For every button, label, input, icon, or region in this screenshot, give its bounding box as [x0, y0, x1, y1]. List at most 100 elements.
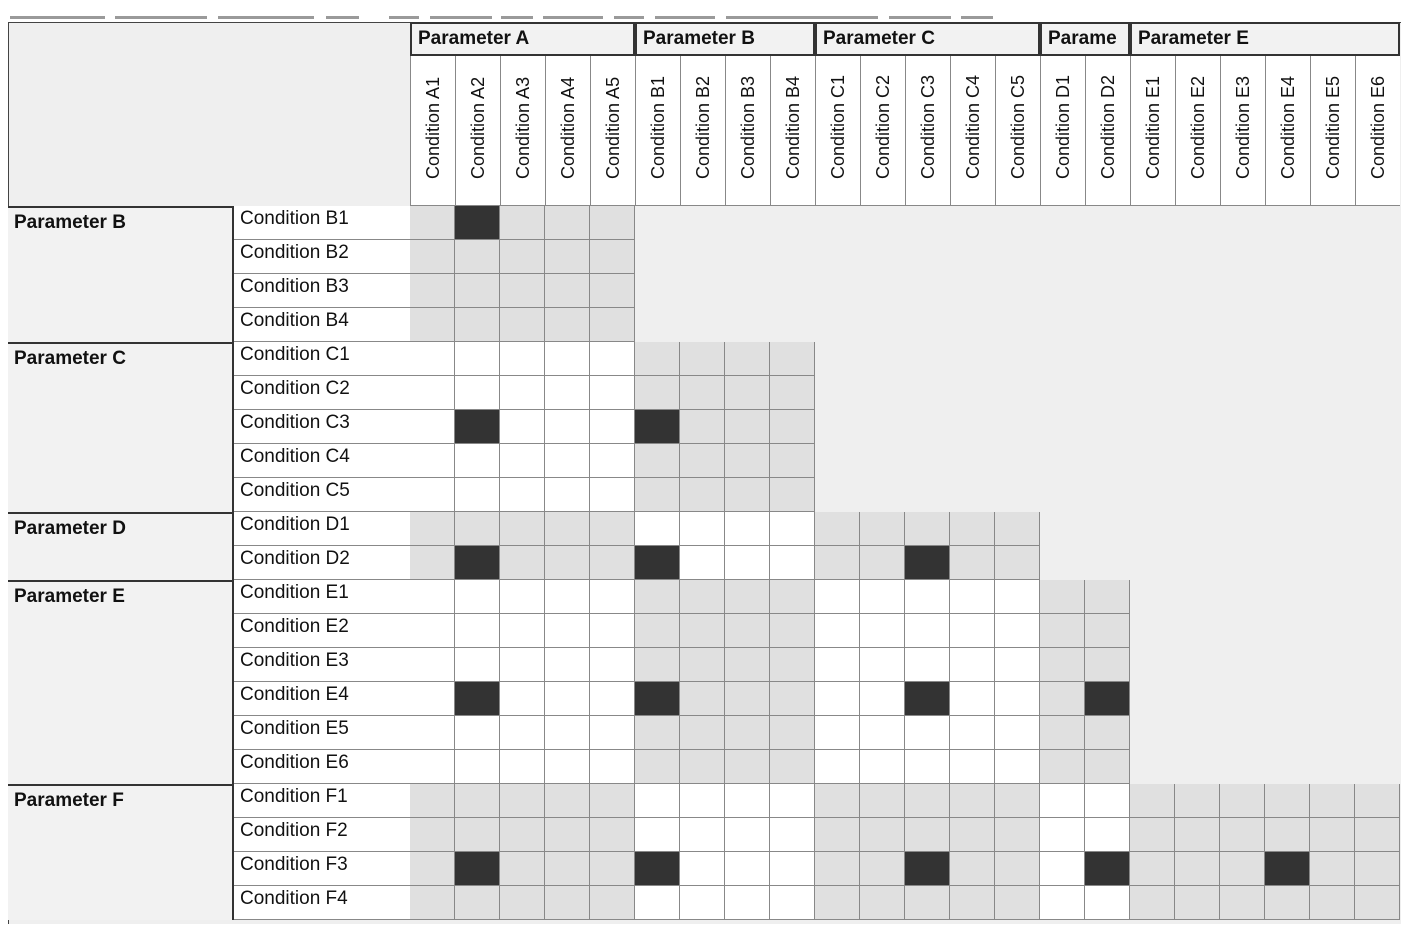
matrix-cell[interactable]: [635, 750, 680, 784]
matrix-cell[interactable]: [815, 546, 860, 580]
matrix-cell[interactable]: [410, 716, 455, 750]
matrix-cell[interactable]: [590, 512, 635, 546]
matrix-cell[interactable]: [680, 512, 725, 546]
matrix-cell[interactable]: [410, 240, 455, 274]
matrix-cell[interactable]: [905, 614, 950, 648]
matrix-cell[interactable]: [590, 716, 635, 750]
matrix-cell[interactable]: [815, 512, 860, 546]
matrix-cell[interactable]: [410, 580, 455, 614]
matrix-cell[interactable]: [590, 274, 635, 308]
matrix-cell[interactable]: [1130, 852, 1175, 886]
matrix-cell-selected[interactable]: [455, 546, 500, 580]
matrix-cell[interactable]: [545, 444, 590, 478]
matrix-cell[interactable]: [1085, 784, 1130, 818]
matrix-cell[interactable]: [635, 512, 680, 546]
matrix-cell[interactable]: [725, 376, 770, 410]
matrix-cell[interactable]: [1220, 784, 1265, 818]
matrix-cell[interactable]: [410, 818, 455, 852]
matrix-cell[interactable]: [590, 308, 635, 342]
matrix-cell-selected[interactable]: [1085, 682, 1130, 716]
matrix-cell[interactable]: [680, 342, 725, 376]
matrix-cell[interactable]: [590, 682, 635, 716]
matrix-cell[interactable]: [1040, 886, 1085, 920]
matrix-cell[interactable]: [680, 716, 725, 750]
matrix-cell[interactable]: [635, 614, 680, 648]
matrix-cell[interactable]: [1175, 784, 1220, 818]
matrix-cell[interactable]: [410, 648, 455, 682]
matrix-cell[interactable]: [410, 478, 455, 512]
matrix-cell[interactable]: [995, 784, 1040, 818]
matrix-cell[interactable]: [545, 886, 590, 920]
matrix-cell-selected[interactable]: [455, 852, 500, 886]
matrix-cell[interactable]: [995, 750, 1040, 784]
matrix-cell[interactable]: [500, 580, 545, 614]
matrix-cell[interactable]: [545, 750, 590, 784]
matrix-cell[interactable]: [590, 886, 635, 920]
matrix-cell[interactable]: [590, 410, 635, 444]
matrix-cell[interactable]: [635, 648, 680, 682]
matrix-cell[interactable]: [1040, 818, 1085, 852]
matrix-cell[interactable]: [860, 784, 905, 818]
matrix-cell[interactable]: [455, 750, 500, 784]
matrix-cell[interactable]: [455, 512, 500, 546]
matrix-cell[interactable]: [545, 478, 590, 512]
matrix-cell[interactable]: [410, 274, 455, 308]
matrix-cell[interactable]: [860, 614, 905, 648]
matrix-cell-selected[interactable]: [635, 852, 680, 886]
matrix-cell[interactable]: [770, 648, 815, 682]
matrix-cell[interactable]: [725, 580, 770, 614]
matrix-cell[interactable]: [680, 546, 725, 580]
matrix-cell[interactable]: [545, 818, 590, 852]
matrix-cell[interactable]: [410, 682, 455, 716]
matrix-cell[interactable]: [635, 478, 680, 512]
matrix-cell[interactable]: [860, 750, 905, 784]
matrix-cell[interactable]: [455, 716, 500, 750]
matrix-cell[interactable]: [815, 614, 860, 648]
matrix-cell[interactable]: [995, 512, 1040, 546]
matrix-cell[interactable]: [590, 206, 635, 240]
matrix-cell[interactable]: [1040, 682, 1085, 716]
matrix-cell-selected[interactable]: [455, 206, 500, 240]
matrix-cell[interactable]: [995, 886, 1040, 920]
matrix-cell[interactable]: [995, 682, 1040, 716]
matrix-cell-selected[interactable]: [635, 682, 680, 716]
matrix-cell[interactable]: [1040, 852, 1085, 886]
matrix-cell[interactable]: [455, 240, 500, 274]
matrix-cell[interactable]: [770, 886, 815, 920]
matrix-cell[interactable]: [455, 580, 500, 614]
matrix-cell[interactable]: [1175, 886, 1220, 920]
matrix-cell[interactable]: [500, 274, 545, 308]
matrix-cell[interactable]: [725, 444, 770, 478]
matrix-cell[interactable]: [410, 512, 455, 546]
matrix-cell[interactable]: [1085, 750, 1130, 784]
matrix-cell[interactable]: [680, 444, 725, 478]
matrix-cell[interactable]: [725, 478, 770, 512]
matrix-cell[interactable]: [905, 784, 950, 818]
matrix-cell[interactable]: [950, 852, 995, 886]
matrix-cell[interactable]: [1085, 716, 1130, 750]
matrix-cell[interactable]: [905, 648, 950, 682]
matrix-cell[interactable]: [500, 376, 545, 410]
matrix-cell[interactable]: [725, 410, 770, 444]
matrix-cell[interactable]: [455, 818, 500, 852]
matrix-cell[interactable]: [545, 580, 590, 614]
matrix-cell[interactable]: [1310, 886, 1355, 920]
matrix-cell[interactable]: [590, 852, 635, 886]
matrix-cell[interactable]: [500, 614, 545, 648]
matrix-cell[interactable]: [680, 478, 725, 512]
matrix-cell[interactable]: [500, 444, 545, 478]
matrix-cell[interactable]: [680, 376, 725, 410]
matrix-cell[interactable]: [545, 342, 590, 376]
matrix-cell[interactable]: [770, 818, 815, 852]
matrix-cell-selected[interactable]: [635, 546, 680, 580]
matrix-cell[interactable]: [770, 444, 815, 478]
matrix-cell[interactable]: [1310, 818, 1355, 852]
matrix-cell[interactable]: [410, 376, 455, 410]
matrix-cell[interactable]: [500, 886, 545, 920]
matrix-cell[interactable]: [545, 274, 590, 308]
matrix-cell[interactable]: [1040, 784, 1085, 818]
matrix-cell[interactable]: [500, 410, 545, 444]
matrix-cell[interactable]: [545, 308, 590, 342]
matrix-cell[interactable]: [860, 818, 905, 852]
matrix-cell[interactable]: [860, 648, 905, 682]
